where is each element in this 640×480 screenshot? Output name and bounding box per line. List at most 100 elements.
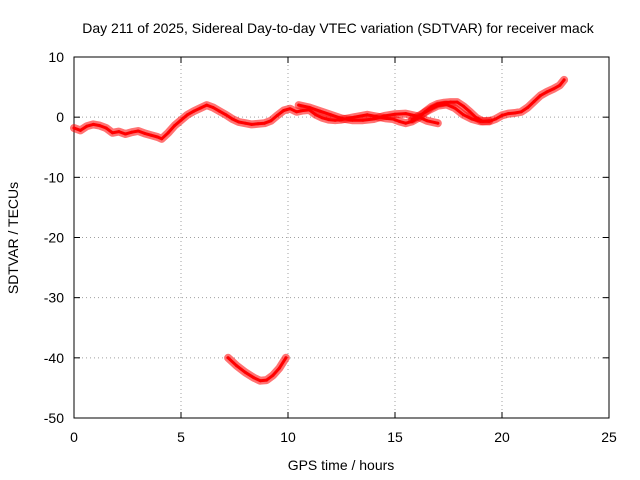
data-point <box>252 376 256 380</box>
data-point <box>130 130 134 134</box>
data-point <box>365 113 369 117</box>
data-point <box>230 117 234 121</box>
data-point <box>284 356 288 360</box>
data-point <box>265 378 269 382</box>
data-point <box>288 107 292 111</box>
x-tick-label: 5 <box>177 429 185 445</box>
data-point <box>91 122 95 126</box>
data-point <box>487 119 491 123</box>
x-tick-label: 10 <box>280 429 296 445</box>
data-point <box>235 364 239 368</box>
data-point <box>545 90 549 94</box>
data-point <box>117 130 121 134</box>
data-point <box>271 373 275 377</box>
data-point <box>425 119 429 123</box>
y-tick-label: -20 <box>44 230 64 246</box>
data-point <box>185 113 189 117</box>
data-point <box>243 121 247 125</box>
data-point <box>410 118 414 122</box>
data-point <box>143 131 147 135</box>
data-point <box>444 103 448 106</box>
data-point <box>519 110 523 114</box>
data-point <box>500 113 504 117</box>
data-point <box>539 94 542 97</box>
data-point <box>85 124 89 128</box>
data-point <box>205 103 209 107</box>
data-point <box>318 109 322 113</box>
data-point <box>226 356 230 360</box>
data-point <box>295 110 299 114</box>
data-point <box>404 121 408 125</box>
data-point <box>173 124 177 128</box>
series-layer <box>70 75 569 385</box>
data-point <box>156 135 159 139</box>
data-point <box>160 137 164 141</box>
data-point <box>320 116 324 120</box>
data-point <box>211 106 215 109</box>
data-point <box>258 379 262 383</box>
data-point <box>513 111 517 115</box>
data-point <box>404 112 408 116</box>
data-point <box>479 119 483 123</box>
data-point <box>282 109 286 112</box>
y-tick-label: -50 <box>44 410 64 426</box>
y-tick-label: -30 <box>44 290 64 306</box>
data-point <box>192 109 196 113</box>
data-point <box>532 100 536 103</box>
data-point <box>419 113 423 117</box>
x-tick-labels: 0 5 10 15 20 25 <box>70 429 617 445</box>
data-point <box>427 108 431 112</box>
data-point <box>453 106 457 110</box>
y-tick-labels: 10 0 -10 -20 -30 -40 -50 <box>44 49 64 426</box>
data-point <box>361 118 365 122</box>
data-point <box>98 124 102 128</box>
data-point <box>104 126 108 130</box>
axis-ticks <box>73 56 610 419</box>
data-point <box>340 116 343 120</box>
data-point <box>149 133 153 137</box>
data-point <box>166 131 170 135</box>
data-point <box>382 114 386 118</box>
y-tick-label: -10 <box>44 169 64 185</box>
data-point <box>297 103 301 107</box>
data-point <box>78 128 82 132</box>
data-point <box>462 113 465 117</box>
data-point <box>558 83 562 87</box>
data-point <box>329 113 333 117</box>
data-point <box>470 117 474 121</box>
series-line-overlap-16-19 <box>410 103 491 123</box>
data-point <box>237 120 241 124</box>
data-point <box>562 78 566 82</box>
data-point <box>393 112 397 116</box>
data-point <box>462 104 465 108</box>
data-point <box>436 121 440 125</box>
data-point <box>397 119 401 123</box>
data-point <box>455 100 459 104</box>
data-point <box>436 104 440 108</box>
data-point <box>72 126 76 130</box>
data-point <box>494 117 498 121</box>
data-point <box>136 129 140 133</box>
data-point <box>256 122 260 126</box>
data-point <box>123 132 127 136</box>
data-point <box>224 113 228 117</box>
data-point <box>275 113 279 117</box>
data-point <box>506 112 510 116</box>
data-point <box>250 122 254 126</box>
data-point <box>198 106 202 110</box>
data-point <box>179 118 183 122</box>
data-point <box>277 366 281 370</box>
data-point <box>327 118 331 122</box>
x-tick-label: 15 <box>387 429 403 445</box>
data-point <box>269 119 273 123</box>
chart-title: Day 211 of 2025, Sidereal Day-to-day VTE… <box>82 20 594 36</box>
data-point <box>551 87 555 91</box>
x-tick-label: 0 <box>70 429 78 445</box>
data-point <box>307 106 311 109</box>
data-point <box>350 118 354 122</box>
y-axis-label: SDTVAR / TECUs <box>5 182 21 294</box>
y-tick-label: 0 <box>56 109 64 125</box>
data-point <box>372 117 376 121</box>
y-tick-label: -40 <box>44 350 64 366</box>
